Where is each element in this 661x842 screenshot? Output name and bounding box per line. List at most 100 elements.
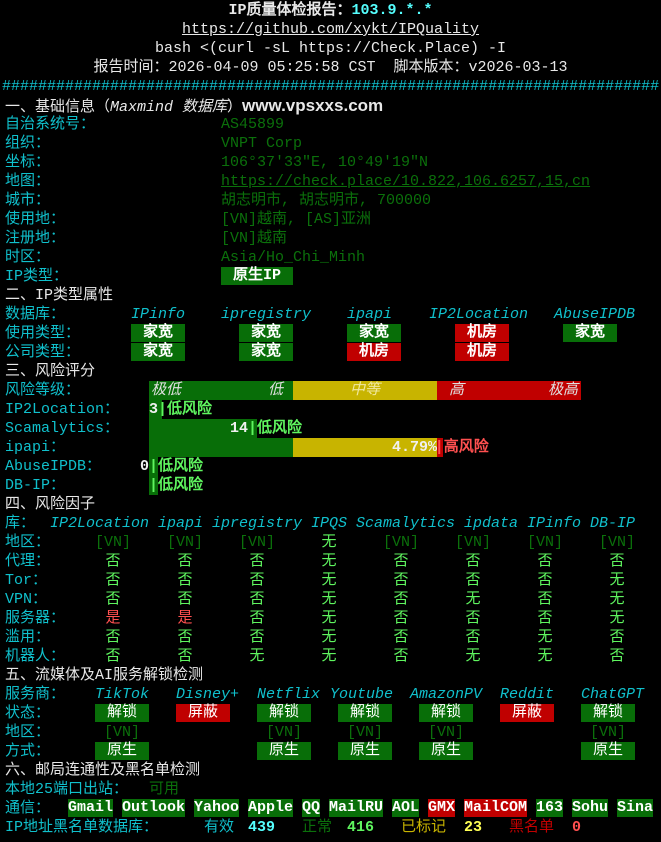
- db-name: ipapi: [347, 306, 393, 323]
- region-label: 地区：: [5, 724, 51, 741]
- blacklist-label: IP地址黑名单数据库：: [5, 819, 159, 836]
- factor-value: 否: [249, 629, 265, 646]
- repo-link[interactable]: https://github.com/xykt/IPQuality: [181, 21, 480, 38]
- factor-value: 否: [393, 591, 409, 608]
- map-link[interactable]: https://check.place/10.822,106.6257,15,c…: [221, 173, 591, 190]
- usage-badge: 机房: [455, 324, 509, 342]
- service-region: [VN]: [103, 724, 141, 741]
- factor-value: 否: [537, 572, 553, 589]
- usage-badge: 家宽: [239, 324, 293, 342]
- service-status-badge: 解锁: [257, 704, 311, 722]
- company-badge: 家宽: [131, 343, 185, 361]
- factor-db-name: IP2Location: [50, 515, 150, 532]
- risk-bar-green: [149, 438, 293, 457]
- factor-db-label: 库：: [5, 515, 36, 532]
- factor-value: 否: [249, 553, 265, 570]
- basic-label: 时区：: [5, 249, 51, 266]
- basic-label: 坐标：: [5, 154, 51, 171]
- scale-high-segment: [437, 381, 581, 400]
- risk-bar-green: [149, 419, 257, 438]
- risk-bar-green: [149, 476, 158, 495]
- scale-label: 极高: [548, 382, 579, 399]
- factor-label: 地区：: [5, 534, 51, 551]
- factor-value: 否: [105, 648, 121, 665]
- factor-value: 是: [177, 610, 193, 627]
- factor-value: 否: [105, 629, 121, 646]
- factor-value: 无: [321, 591, 337, 608]
- valid-count: 439: [248, 819, 276, 836]
- basic-value: [VN]越南, [AS]亚洲: [221, 211, 372, 228]
- risk-scale-label: 风险等级：: [5, 382, 81, 399]
- scale-label: 高: [449, 382, 465, 399]
- factor-value: [VN]: [454, 534, 492, 551]
- risk-source-label: IP2Location：: [5, 401, 120, 418]
- section-risk-heading: 三、风险评分: [5, 363, 96, 380]
- scale-low-segment: [149, 381, 293, 400]
- ip-type-badge: 原生IP: [221, 267, 293, 285]
- service-status-badge: 解锁: [419, 704, 473, 722]
- basic-value: VNPT Corp: [221, 135, 303, 152]
- risk-source-label: ipapi：: [5, 439, 66, 456]
- mail-provider-badge: Apple: [248, 799, 294, 817]
- factor-value: 否: [609, 629, 625, 646]
- factor-value: 否: [177, 591, 193, 608]
- factor-value: 否: [465, 553, 481, 570]
- risk-score: 3: [148, 401, 158, 418]
- risk-bar-green: [149, 400, 162, 419]
- ip-type-label: IP类型：: [5, 268, 69, 285]
- title-label: IP质量体检报告：: [228, 2, 352, 19]
- mail-provider-badge: AOL: [392, 799, 420, 817]
- factor-value: [VN]: [598, 534, 636, 551]
- factor-value: [VN]: [382, 534, 420, 551]
- service-region: [VN]: [589, 724, 627, 741]
- command-line: bash <(curl -sL https://Check.Place) -I: [154, 40, 507, 57]
- db-name: ipregistry: [221, 306, 312, 323]
- basic-value: [VN]越南: [221, 230, 288, 247]
- service-name: Disney+: [176, 686, 240, 703]
- factor-db-name: IPQS: [311, 515, 348, 532]
- risk-source-label: AbuseIPDB：: [5, 458, 102, 475]
- basic-value: AS45899: [221, 116, 285, 133]
- service-method-badge: 原生: [95, 742, 149, 760]
- scale-label: 低: [268, 382, 284, 399]
- basic-value: Asia/Ho_Chi_Minh: [221, 249, 366, 266]
- basic-value: 胡志明市, 胡志明市, 700000: [221, 192, 432, 209]
- method-label: 方式：: [5, 743, 51, 760]
- basic-label: 自治系统号：: [5, 116, 96, 133]
- section-factors-heading: 四、风险因子: [5, 496, 96, 513]
- service-status-badge: 解锁: [338, 704, 392, 722]
- factor-label: VPN：: [5, 591, 48, 608]
- report-title: IP质量体检报告：103.9.*.*: [0, 1, 661, 20]
- factor-value: 是: [105, 610, 121, 627]
- factor-value: [VN]: [94, 534, 132, 551]
- factor-value: [VN]: [238, 534, 276, 551]
- basic-label: 组织：: [5, 135, 51, 152]
- mail-provider-badge: MailRU: [329, 799, 384, 817]
- heading-db: Maxmind 数据库: [110, 99, 228, 116]
- service-name: Reddit: [500, 686, 555, 703]
- mail-provider-badge: GMX: [428, 799, 456, 817]
- service-status-badge: 解锁: [95, 704, 149, 722]
- company-badge: 机房: [347, 343, 401, 361]
- risk-verdict: |低风险: [149, 477, 204, 494]
- factor-value: 无: [321, 610, 337, 627]
- factor-value: 无: [321, 629, 337, 646]
- flagged-label: 已标记: [401, 819, 447, 836]
- factor-db-name: ipapi: [158, 515, 204, 532]
- provider-label: 服务商：: [5, 686, 66, 703]
- risk-source-label: Scamalytics：: [5, 420, 120, 437]
- service-method-badge: 原生: [257, 742, 311, 760]
- factor-value: 否: [465, 629, 481, 646]
- factor-value: 否: [393, 572, 409, 589]
- factor-value: 无: [609, 572, 625, 589]
- service-status-badge: 屏蔽: [176, 704, 230, 722]
- service-region: [VN]: [427, 724, 465, 741]
- factor-value: [VN]: [526, 534, 564, 551]
- factor-label: 机器人：: [5, 648, 66, 665]
- risk-bar-red: [437, 438, 443, 457]
- service-status-badge: 屏蔽: [500, 704, 554, 722]
- factor-value: 否: [393, 629, 409, 646]
- scale-label: 极低: [151, 382, 182, 399]
- factor-value: 否: [105, 553, 121, 570]
